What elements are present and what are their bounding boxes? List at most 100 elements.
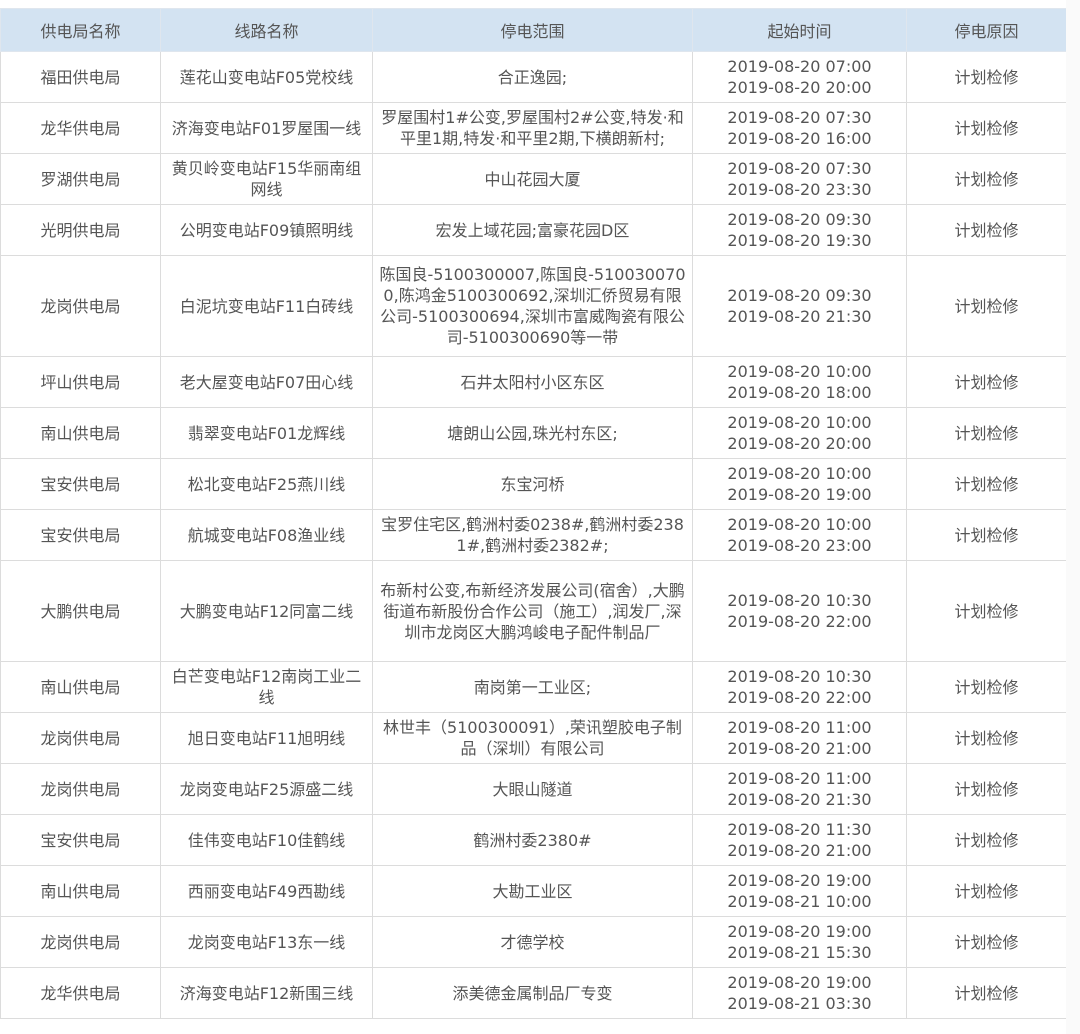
cell-time: 2019-08-20 10:00 2019-08-20 18:00 xyxy=(692,356,907,408)
cell-bureau: 坪山供电局 xyxy=(0,356,161,408)
table-row: 南山供电局 白芒变电站F12南岗工业二线 南岗第一工业区; 2019-08-20 10… xyxy=(0,661,1067,713)
start-time: 2019-08-20 19:00 xyxy=(727,973,872,992)
cell-bureau: 大鹏供电局 xyxy=(0,560,161,662)
cell-line: 老大屋变电站F07田心线 xyxy=(160,356,373,408)
cell-bureau: 南山供电局 xyxy=(0,661,161,713)
cell-time: 2019-08-20 11:00 2019-08-20 21:00 xyxy=(692,712,907,764)
cell-line: 松北变电站F25燕川线 xyxy=(160,458,373,510)
cell-time: 2019-08-20 09:30 2019-08-20 19:30 xyxy=(692,204,907,256)
outage-table-container: 供电局名称 线路名称 停电范围 起始时间 停电原因 福田供电局 莲花山变电站F05… xyxy=(0,8,1067,1019)
cell-time: 2019-08-20 09:30 2019-08-20 21:30 xyxy=(692,255,907,357)
cell-time: 2019-08-20 19:00 2019-08-21 10:00 xyxy=(692,865,907,917)
start-time: 2019-08-20 10:00 xyxy=(727,413,872,432)
end-time: 2019-08-21 03:30 xyxy=(727,994,872,1013)
cell-time: 2019-08-20 19:00 2019-08-21 03:30 xyxy=(692,967,907,1019)
cell-reason: 计划检修 xyxy=(906,51,1067,103)
cell-reason: 计划检修 xyxy=(906,102,1067,154)
table-row: 光明供电局 公明变电站F09镇照明线 宏发上域花园;富豪花园D区 2019-08-20… xyxy=(0,204,1067,256)
cell-line: 黄贝岭变电站F15华丽南组网线 xyxy=(160,153,373,205)
cell-scope: 鹤洲村委2380# xyxy=(372,814,693,866)
cell-line: 大鹏变电站F12同富二线 xyxy=(160,560,373,662)
cell-scope: 宏发上域花园;富豪花园D区 xyxy=(372,204,693,256)
cell-bureau: 宝安供电局 xyxy=(0,509,161,561)
cell-time: 2019-08-20 07:30 2019-08-20 23:30 xyxy=(692,153,907,205)
cell-scope: 南岗第一工业区; xyxy=(372,661,693,713)
table-row: 龙岗供电局 龙岗变电站F13东一线 才德学校 2019-08-20 19:00 2019… xyxy=(0,916,1067,968)
end-time: 2019-08-20 19:00 xyxy=(727,485,872,504)
table-row: 龙岗供电局 白泥坑变电站F11白砖线 陈国良-5100300007,陈国良-5100… xyxy=(0,255,1067,357)
table-row: 龙华供电局 济海变电站F12新围三线 添美德金属制品厂专变 2019-08-20 19… xyxy=(0,967,1067,1019)
cell-bureau: 龙岗供电局 xyxy=(0,763,161,815)
cell-line: 龙岗变电站F25源盛二线 xyxy=(160,763,373,815)
end-time: 2019-08-20 21:00 xyxy=(727,739,872,758)
cell-line: 西丽变电站F49西勘线 xyxy=(160,865,373,917)
cell-line: 济海变电站F01罗屋围一线 xyxy=(160,102,373,154)
cell-line: 济海变电站F12新围三线 xyxy=(160,967,373,1019)
cell-bureau: 宝安供电局 xyxy=(0,458,161,510)
start-time: 2019-08-20 10:30 xyxy=(727,591,872,610)
cell-bureau: 龙华供电局 xyxy=(0,102,161,154)
cell-line: 航城变电站F08渔业线 xyxy=(160,509,373,561)
cell-line: 旭日变电站F11旭明线 xyxy=(160,712,373,764)
start-time: 2019-08-20 19:00 xyxy=(727,871,872,890)
cell-time: 2019-08-20 11:00 2019-08-20 21:30 xyxy=(692,763,907,815)
cell-scope: 塘朗山公园,珠光村东区; xyxy=(372,407,693,459)
end-time: 2019-08-20 22:00 xyxy=(727,688,872,707)
cell-bureau: 南山供电局 xyxy=(0,407,161,459)
table-row: 罗湖供电局 黄贝岭变电站F15华丽南组网线 中山花园大厦 2019-08-20 07:… xyxy=(0,153,1067,205)
cell-bureau: 龙岗供电局 xyxy=(0,916,161,968)
end-time: 2019-08-20 16:00 xyxy=(727,129,872,148)
cell-time: 2019-08-20 10:00 2019-08-20 23:00 xyxy=(692,509,907,561)
cell-line: 公明变电站F09镇照明线 xyxy=(160,204,373,256)
start-time: 2019-08-20 10:00 xyxy=(727,464,872,483)
cell-time: 2019-08-20 07:00 2019-08-20 20:00 xyxy=(692,51,907,103)
cell-bureau: 龙岗供电局 xyxy=(0,712,161,764)
table-row: 宝安供电局 松北变电站F25燕川线 东宝河桥 2019-08-20 10:00 2019… xyxy=(0,458,1067,510)
cell-scope: 东宝河桥 xyxy=(372,458,693,510)
table-row: 龙华供电局 济海变电站F01罗屋围一线 罗屋围村1#公变,罗屋围村2#公变,特发·和… xyxy=(0,102,1067,154)
cell-reason: 计划检修 xyxy=(906,509,1067,561)
cell-scope: 中山花园大厦 xyxy=(372,153,693,205)
cell-reason: 计划检修 xyxy=(906,814,1067,866)
cell-reason: 计划检修 xyxy=(906,661,1067,713)
start-time: 2019-08-20 10:00 xyxy=(727,362,872,381)
cell-reason: 计划检修 xyxy=(906,153,1067,205)
table-row: 福田供电局 莲花山变电站F05党校线 合正逸园; 2019-08-20 07:00 20… xyxy=(0,51,1067,103)
cell-bureau: 罗湖供电局 xyxy=(0,153,161,205)
cell-reason: 计划检修 xyxy=(906,458,1067,510)
cell-line: 龙岗变电站F13东一线 xyxy=(160,916,373,968)
cell-reason: 计划检修 xyxy=(906,255,1067,357)
end-time: 2019-08-20 22:00 xyxy=(727,612,872,631)
cell-bureau: 龙岗供电局 xyxy=(0,255,161,357)
cell-reason: 计划检修 xyxy=(906,967,1067,1019)
end-time: 2019-08-20 21:30 xyxy=(727,790,872,809)
cell-reason: 计划检修 xyxy=(906,356,1067,408)
cell-line: 白芒变电站F12南岗工业二线 xyxy=(160,661,373,713)
table-row: 宝安供电局 航城变电站F08渔业线 宝罗住宅区,鹤洲村委0238#,鹤洲村委2381… xyxy=(0,509,1067,561)
cell-reason: 计划检修 xyxy=(906,560,1067,662)
cell-time: 2019-08-20 19:00 2019-08-21 15:30 xyxy=(692,916,907,968)
cell-time: 2019-08-20 07:30 2019-08-20 16:00 xyxy=(692,102,907,154)
start-time: 2019-08-20 07:00 xyxy=(727,57,872,76)
cell-scope: 布新村公变,布新经济发展公司(宿舍）,大鹏街道布新股份合作公司（施工）,润发厂,… xyxy=(372,560,693,662)
cell-bureau: 福田供电局 xyxy=(0,51,161,103)
end-time: 2019-08-20 23:30 xyxy=(727,180,872,199)
table-row: 宝安供电局 佳伟变电站F10佳鹤线 鹤洲村委2380# 2019-08-20 11:3… xyxy=(0,814,1067,866)
start-time: 2019-08-20 07:30 xyxy=(727,159,872,178)
cell-scope: 林世丰（5100300091）,荣讯塑胶电子制品（深圳）有限公司 xyxy=(372,712,693,764)
start-time: 2019-08-20 09:30 xyxy=(727,210,872,229)
cell-time: 2019-08-20 10:00 2019-08-20 19:00 xyxy=(692,458,907,510)
cell-reason: 计划检修 xyxy=(906,763,1067,815)
start-time: 2019-08-20 11:00 xyxy=(727,718,872,737)
cell-reason: 计划检修 xyxy=(906,712,1067,764)
start-time: 2019-08-20 10:00 xyxy=(727,515,872,534)
cell-bureau: 光明供电局 xyxy=(0,204,161,256)
cell-reason: 计划检修 xyxy=(906,407,1067,459)
cell-time: 2019-08-20 10:30 2019-08-20 22:00 xyxy=(692,560,907,662)
header-reason: 停电原因 xyxy=(906,8,1067,52)
end-time: 2019-08-21 10:00 xyxy=(727,892,872,911)
end-time: 2019-08-20 21:30 xyxy=(727,307,872,326)
cell-bureau: 南山供电局 xyxy=(0,865,161,917)
end-time: 2019-08-20 18:00 xyxy=(727,383,872,402)
start-time: 2019-08-20 07:30 xyxy=(727,108,872,127)
